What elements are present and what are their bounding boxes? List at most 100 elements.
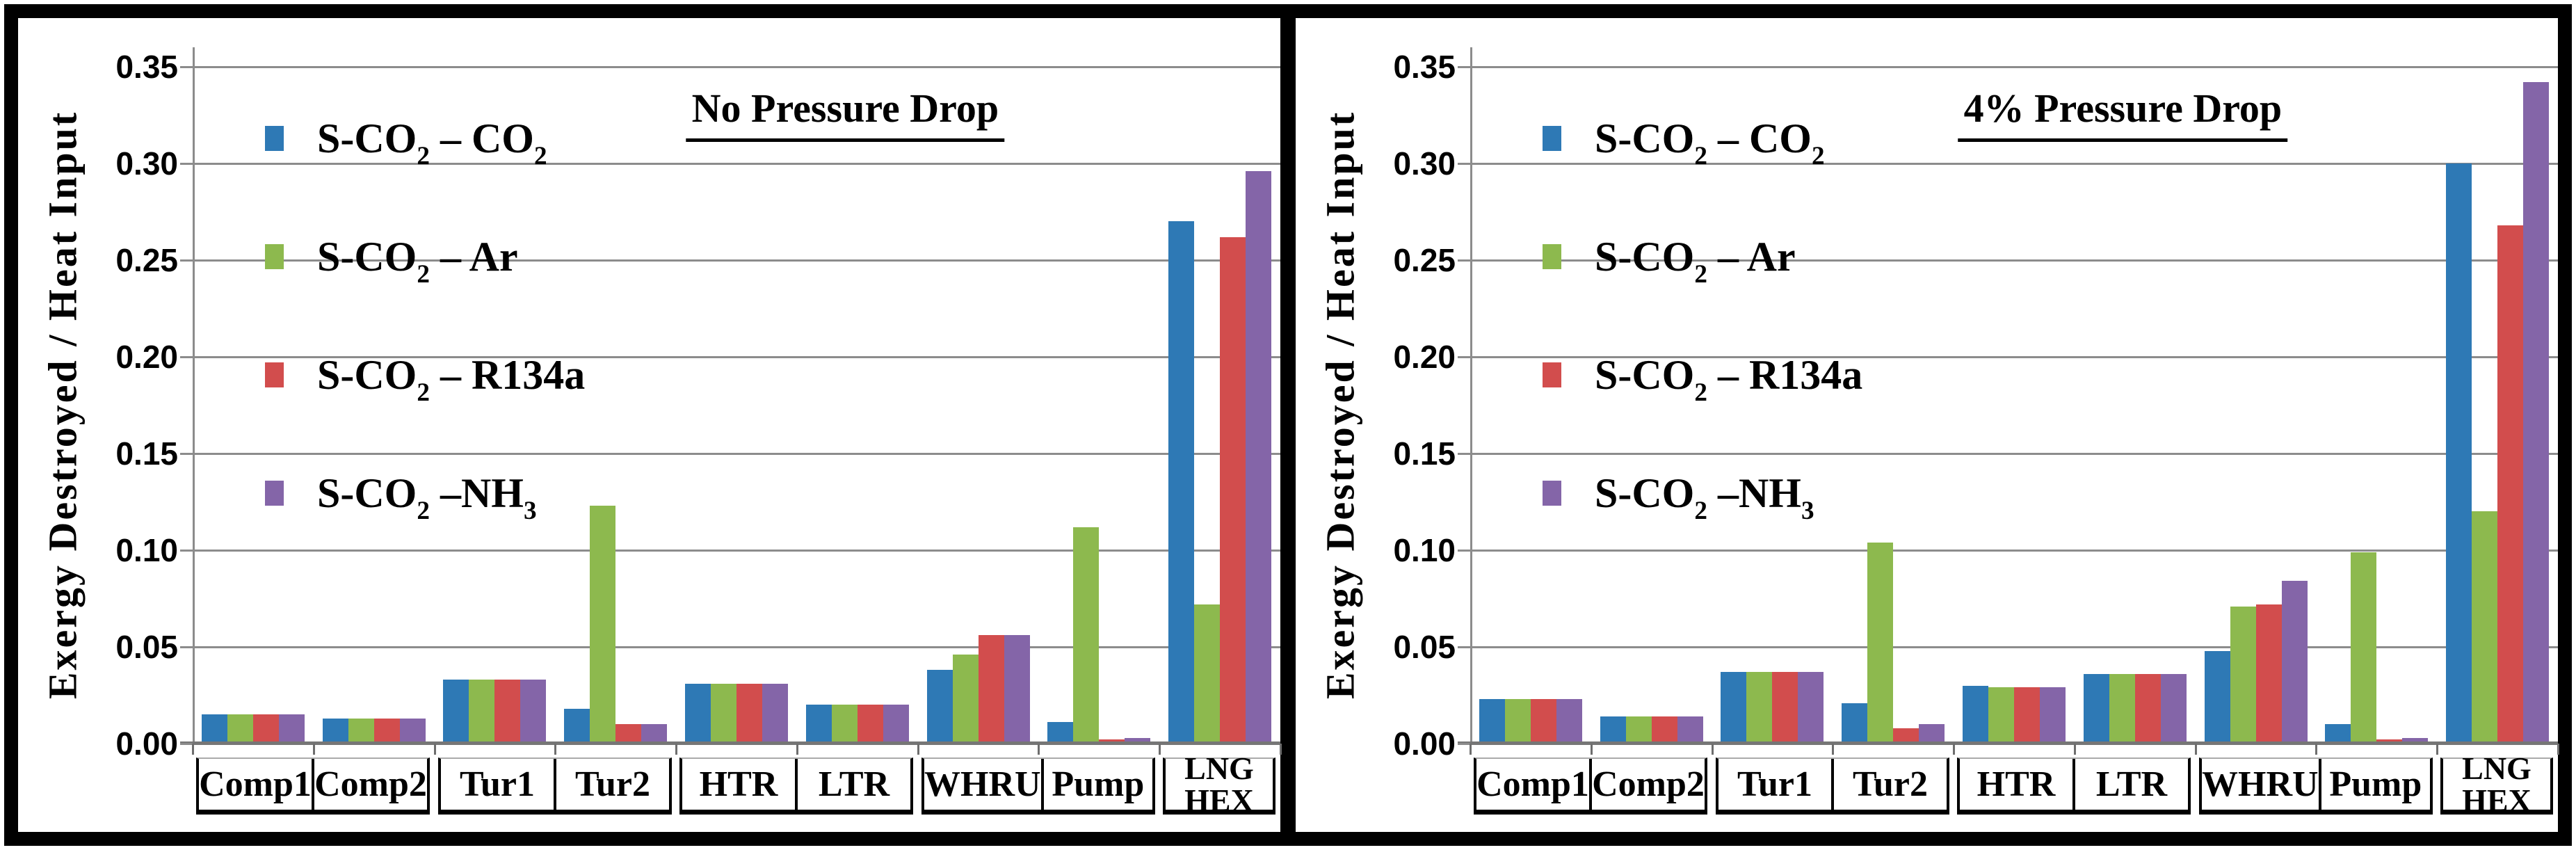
- bar-pump: [2351, 552, 2377, 744]
- bar-group-tur1: [1712, 67, 1833, 744]
- bar-htr: [762, 684, 789, 744]
- bar-tur1: [469, 680, 495, 744]
- y-tick-mark: [1458, 356, 1470, 358]
- bar-htr: [2014, 687, 2040, 744]
- legend-item: S-CO2 – CO2: [1543, 79, 1862, 198]
- y-tick-label: 0.35: [1393, 49, 1456, 85]
- x-category-label: Pump: [2318, 759, 2430, 810]
- y-tick-label: 0.35: [115, 49, 178, 85]
- legend-item: S-CO2 –NH3: [265, 434, 585, 552]
- legend-item: S-CO2 – R134a: [265, 316, 585, 434]
- y-tick-label: 0.05: [115, 629, 178, 665]
- bar-ltr: [2160, 674, 2187, 744]
- y-tick-mark: [180, 743, 193, 745]
- y-tick-mark: [180, 453, 193, 455]
- chart-panel-no-pressure-drop: Exergy Destroyed / Heat Input S-CO2 – CO…: [18, 18, 1282, 832]
- bar-tur2: [1919, 724, 1945, 744]
- x-label-box: Tur1 Tur2: [1716, 757, 1949, 815]
- bar-group-pump: [1038, 67, 1159, 744]
- chart-title: 4% Pressure Drop: [1958, 85, 2288, 142]
- bar-comp2: [399, 719, 426, 744]
- gridline: [1470, 66, 2558, 68]
- x-tick-mark: [192, 744, 194, 755]
- bar-whru: [926, 670, 953, 744]
- bar-lng-hex: [2497, 225, 2524, 744]
- chart-title: No Pressure Drop: [686, 85, 1005, 142]
- bar-comp1: [1504, 699, 1531, 744]
- legend-swatch: [1543, 362, 1561, 387]
- bars-layer: [193, 67, 1280, 744]
- x-category-label: WHRU: [2202, 764, 2319, 804]
- x-tick-mark: [1038, 744, 1040, 755]
- x-label-box: WHRU Pump: [921, 757, 1155, 815]
- legend-label: S-CO2 –NH3: [317, 470, 537, 525]
- bar-group-tur1: [435, 67, 556, 744]
- gridline: [193, 66, 1280, 68]
- y-tick-mark: [180, 646, 193, 648]
- legend-swatch: [265, 244, 284, 269]
- x-tick-mark: [1953, 744, 1955, 755]
- bar-comp1: [1530, 699, 1556, 744]
- x-tick-mark: [434, 744, 436, 755]
- bar-group-comp2: [314, 67, 435, 744]
- x-category-labels: Comp1 Comp2 Tur1 Tur2 HTR LTR WHRU Pump LNG HEX: [1470, 750, 2558, 824]
- gridline: [193, 646, 1280, 648]
- x-tick-mark: [1159, 744, 1161, 755]
- legend-swatch: [265, 126, 284, 151]
- bar-pump: [1073, 527, 1100, 744]
- x-category-label: Comp2: [312, 759, 427, 810]
- bar-htr: [1988, 687, 2015, 744]
- bar-ltr: [831, 705, 858, 744]
- x-tick-mark: [1470, 744, 1472, 755]
- bar-whru: [978, 635, 1004, 744]
- bar-tur2: [1842, 703, 1868, 744]
- bar-lng-hex: [2523, 82, 2550, 744]
- bar-pump: [2402, 738, 2429, 744]
- x-category-label: Comp1: [199, 764, 312, 804]
- legend-swatch: [265, 362, 284, 387]
- bar-whru: [2255, 604, 2282, 744]
- gridline: [193, 550, 1280, 552]
- x-tick-mark: [2436, 744, 2438, 755]
- x-category-label: LNG HEX: [2462, 750, 2531, 818]
- x-category-label: Tur2: [554, 759, 669, 810]
- bar-group-lng-hex: [2437, 67, 2558, 744]
- bar-ltr: [857, 705, 883, 744]
- x-category-labels: Comp1 Comp2 Tur1 Tur2 HTR LTR WHRU Pump LNG HEX: [193, 750, 1280, 824]
- x-label-box: Comp1 Comp2: [1474, 757, 1707, 815]
- y-axis-title: Exergy Destroyed / Heat Input: [1317, 110, 1363, 700]
- bar-tur1: [1746, 672, 1773, 744]
- gridline: [193, 259, 1280, 262]
- y-tick-mark: [1458, 66, 1470, 68]
- bar-ltr: [2109, 674, 2135, 744]
- bar-comp1: [201, 714, 227, 744]
- y-tick-label: 0.25: [1393, 242, 1456, 278]
- legend-swatch: [1543, 481, 1561, 506]
- x-category-label: HTR: [699, 764, 778, 804]
- y-tick-label: 0.10: [1393, 532, 1456, 568]
- legend: S-CO2 – CO2 S-CO2 – Ar S-CO2 – R134a S-CO2 …: [265, 79, 585, 552]
- gridline: [193, 163, 1280, 165]
- legend-label: S-CO2 – CO2: [1595, 115, 1825, 170]
- x-label-box: HTR LTR: [1957, 757, 2191, 815]
- bar-htr: [685, 684, 711, 744]
- legend-label: S-CO2 – R134a: [317, 351, 586, 407]
- bar-tur2: [590, 506, 616, 744]
- bar-htr: [711, 684, 737, 744]
- gridline: [1470, 453, 2558, 455]
- x-label-box: LNG HEX: [2440, 750, 2553, 818]
- bar-pump: [2325, 724, 2351, 744]
- y-tick-label: 0.25: [115, 242, 178, 278]
- y-tick-mark: [1458, 550, 1470, 552]
- bar-htr: [1963, 686, 1989, 744]
- gridline: [1470, 356, 2558, 358]
- bar-group-tur2: [555, 67, 676, 744]
- y-tick-label: 0.05: [1393, 629, 1456, 665]
- bar-tur2: [1867, 543, 1894, 744]
- bar-pump: [1047, 722, 1074, 744]
- chart-panel-4pct-pressure-drop: Exergy Destroyed / Heat Input S-CO2 – CO…: [1296, 18, 2559, 832]
- x-tick-mark: [796, 744, 798, 755]
- x-category-label: LNG HEX: [1184, 750, 1254, 818]
- y-tick-mark: [180, 66, 193, 68]
- bar-lng-hex: [2472, 511, 2498, 744]
